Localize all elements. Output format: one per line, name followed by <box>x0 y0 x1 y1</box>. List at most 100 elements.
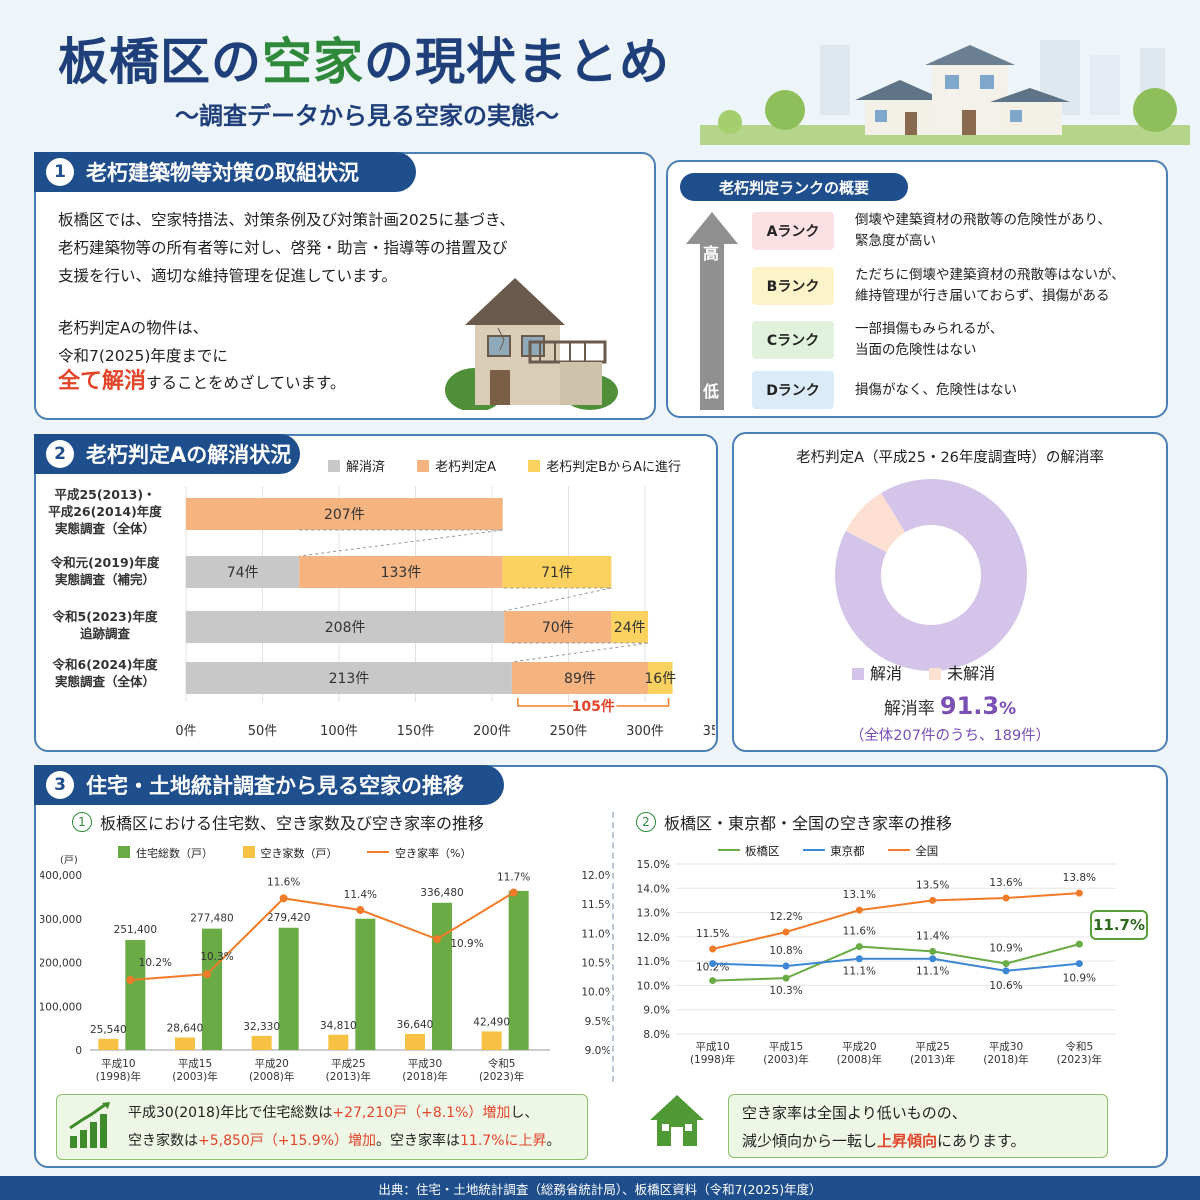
section2-card <box>34 434 718 752</box>
bar-segment <box>648 662 673 694</box>
y-tick-label: 15.0% <box>637 859 670 871</box>
vacancy-rate-comparison-chart: 8.0% 9.0% 10.0% 11.0% 12.0% 13.0% 14.0% 15.0% 平成… <box>637 859 1116 1066</box>
y-right-tick-label: 11.0% <box>581 928 610 940</box>
series-point <box>855 943 863 951</box>
legend-b-to-a-label: 老朽判定BからAに進行 <box>546 460 682 475</box>
resolution-rate: 解消率 91.3% <box>732 692 1168 720</box>
rate-line <box>130 891 515 981</box>
vacant-bar-label: 36,640 <box>397 1019 434 1031</box>
series-point <box>782 962 790 970</box>
row-label-2019-l1: 令和元(2019)年度 <box>50 555 160 570</box>
series-point-label: 11.4% <box>916 930 949 942</box>
series-point <box>929 896 937 904</box>
series-point-label: 13.6% <box>989 877 1022 889</box>
housing-vacancy-combo-chart: (戸) 0 100,000 200,000 300,000 400,000 9.0% 9.5%… <box>40 855 610 1083</box>
houses-bar-label: 336,480 <box>420 887 463 899</box>
series-point <box>1002 960 1010 968</box>
x-tick-label-year: (2018)年 <box>402 1070 447 1083</box>
summary-left-line-2: 空き家数は+5,850戸（+15.9%）増加。空き家率は11.7%に上昇。 <box>128 1130 561 1150</box>
section1-goal-line-3: 全て解消することをめざしています。 <box>58 368 346 397</box>
x-tick-label: 平成30 <box>408 1058 442 1070</box>
vacant-bar <box>251 1035 272 1050</box>
x-tick-label-year: (2008)年 <box>837 1053 882 1066</box>
x-tick-label: 150件 <box>397 724 435 739</box>
section1-goal-line-2: 令和7(2025)年度までに <box>58 347 228 365</box>
series-point <box>709 977 717 985</box>
series-point-label: 11.1% <box>843 966 876 978</box>
summary-left-1a: 平成30(2018)年比で住宅総数は <box>128 1105 333 1121</box>
y-tick-label: 12.0% <box>637 932 670 944</box>
old-house-illustration <box>445 278 618 410</box>
series-point <box>929 947 937 955</box>
houses-bar <box>508 890 529 1050</box>
y-axis-unit: (戸) <box>60 855 78 866</box>
y-tick-label: 8.0% <box>643 1029 670 1041</box>
rank-b-desc-1: ただちに倒壊や建築資材の飛散等はないが、 <box>855 267 1125 283</box>
left-legend-rate-swatch <box>367 851 389 853</box>
rank-b-badge: Bランク <box>752 267 834 305</box>
y-right-tick-label: 9.0% <box>585 1045 610 1057</box>
summary-right-2a: 減少傾向から一転し <box>742 1132 878 1150</box>
series-point-label: 10.9% <box>989 943 1022 955</box>
houses-bar <box>432 902 452 1050</box>
series-point <box>782 928 790 936</box>
rank-arrow-icon <box>686 212 738 410</box>
right-legend-tokyo-swatch <box>803 849 826 851</box>
series-point-label: 10.9% <box>1063 973 1096 985</box>
section1-goal-line-1: 老朽判定Aの物件は、 <box>58 319 209 337</box>
summary-box-right <box>728 1094 1108 1158</box>
summary-box-left <box>56 1094 588 1160</box>
legend-b-to-a: 老朽判定BからAに進行 <box>528 460 681 475</box>
right-legend-tokyo: 東京都 <box>803 844 865 858</box>
legend-resolved: 解消済 <box>328 460 385 475</box>
vacant-bar <box>405 1033 425 1050</box>
houses-bar <box>125 940 146 1050</box>
x-tick-label: 平成20 <box>254 1058 288 1070</box>
bar-value-label: 207件 <box>324 507 365 523</box>
series-point-label: 11.1% <box>916 966 949 978</box>
x-tick-label: 100件 <box>320 724 358 739</box>
donut-slice <box>845 492 906 552</box>
x-tick-label-year: (2023)年 <box>479 1070 524 1083</box>
x-tick-label-year: (2013)年 <box>910 1053 955 1066</box>
header-houses-illustration <box>700 40 1190 145</box>
x-tick-label: 平成30 <box>989 1041 1023 1053</box>
series-point-label: 13.8% <box>1063 872 1096 884</box>
y-tick-label: 13.0% <box>637 908 670 920</box>
vacant-bar <box>481 1031 502 1050</box>
right-legend-national: 全国 <box>888 844 938 858</box>
summary-left-2d: 11.7%に上昇 <box>460 1133 547 1149</box>
sub1-heading: 1 板橋区における住宅数、空き家数及び空き家率の推移 <box>72 810 484 834</box>
bar-segment <box>186 662 512 694</box>
summary-left-2e: 。 <box>546 1133 561 1149</box>
bar-segment <box>502 556 612 588</box>
y-tick-label: 9.0% <box>643 1005 670 1017</box>
donut-legend: 解消 未解消 <box>852 660 995 684</box>
series-point <box>782 974 790 982</box>
summary-left-1b: +27,210戸（+8.1%）増加 <box>332 1105 511 1121</box>
y-left-tick-label: 0 <box>75 1045 82 1057</box>
title-part-2: 空家 <box>262 33 364 91</box>
left-chart-legend: 住宅総数（戸） 空き家数（戸） 空き家率（%） <box>118 845 471 861</box>
legend-a-swatch <box>417 460 430 472</box>
rate-label: 11.4% <box>344 889 377 901</box>
summary-left-line-1: 平成30(2018)年比で住宅総数は+27,210戸（+8.1%）増加し、 <box>128 1102 538 1122</box>
section1-header: 1 老朽建築物等対策の取組状況 <box>34 152 416 192</box>
x-tick-label-year: (2018)年 <box>983 1053 1028 1066</box>
section1-highlight-rest: することをめざしています。 <box>146 374 346 392</box>
vacant-bar <box>175 1037 195 1050</box>
donut-legend-unresolved-swatch <box>929 668 942 680</box>
rate-label: 11.7% <box>497 872 530 884</box>
bar-segment <box>186 498 503 530</box>
bar-segment <box>504 611 612 643</box>
y-left-tick-label: 200,000 <box>40 958 82 970</box>
legend-a-label: 老朽判定A <box>435 460 497 475</box>
vacant-bar-label: 25,540 <box>90 1024 127 1036</box>
row-label-2023: 令和5(2023)年度 追跡調査 <box>40 608 170 642</box>
legend-resolved-swatch <box>328 460 340 472</box>
sub2-heading: 2 板橋区・東京都・全国の空き家率の推移 <box>636 810 952 834</box>
summary-left-1c: し、 <box>510 1105 539 1121</box>
section2-header: 2 老朽判定Aの解消状況 <box>34 434 300 474</box>
row-label-2013-l1: 平成25(2013)・ <box>54 487 156 502</box>
rate-point <box>433 935 441 944</box>
